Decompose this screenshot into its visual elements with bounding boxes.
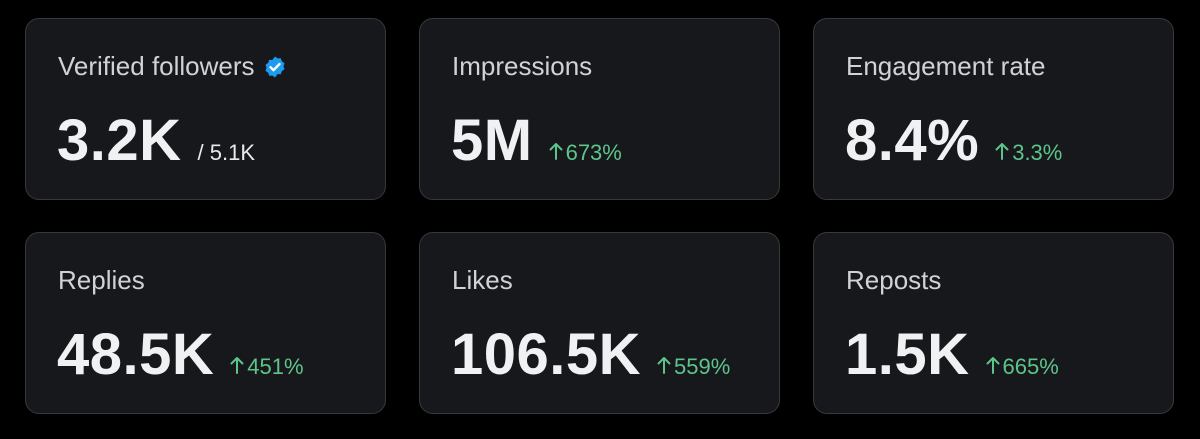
stat-row: 5M 673%: [451, 107, 622, 174]
stat-label-row: Replies: [58, 265, 145, 296]
stat-change: 559%: [657, 354, 730, 380]
up-arrow: [995, 143, 1009, 160]
stat-value: 3.2K: [57, 108, 182, 173]
stat-label: Impressions: [452, 51, 593, 81]
stat-row: 1.5K 665%: [845, 321, 1059, 388]
stat-label: Replies: [58, 265, 145, 295]
stat-value: 106.5K: [451, 322, 642, 387]
stat-label-row: Impressions: [452, 51, 592, 82]
change-text: 3.3%: [1012, 140, 1063, 165]
stat-label-row: Engagement rate: [846, 51, 1045, 82]
up-arrow: [549, 143, 563, 160]
stat-total: / 5.1K: [197, 140, 255, 165]
stat-change: 451%: [230, 354, 304, 380]
stat-card: Reposts 1.5K 665%: [813, 232, 1174, 414]
stat-label-row: Reposts: [846, 265, 941, 296]
stat-change: 673%: [549, 140, 622, 166]
up-arrow: [657, 357, 671, 374]
change-text: 559%: [674, 354, 731, 379]
stat-card: Verified followers 3.2K / 5.1K: [25, 18, 386, 200]
stat-label: Likes: [452, 265, 513, 295]
stat-label-row: Verified followers: [58, 51, 287, 82]
change-text: 673%: [565, 140, 622, 165]
change-text: 665%: [1002, 354, 1059, 379]
stat-change: 3.3%: [995, 140, 1062, 166]
stat-row: 106.5K 559%: [451, 321, 730, 388]
stat-value: 5M: [451, 108, 533, 173]
verified-badge: [265, 56, 285, 77]
stat-label: Reposts: [846, 265, 942, 295]
stat-card: Likes 106.5K 559%: [419, 232, 780, 414]
stat-label: Engagement rate: [846, 51, 1046, 81]
stat-label-row: Likes: [452, 265, 513, 296]
stat-card: Impressions 5M 673%: [419, 18, 780, 200]
stat-value: 1.5K: [845, 322, 970, 387]
up-arrow: [230, 357, 244, 374]
stat-label: Verified followers: [58, 51, 255, 81]
stat-row: 48.5K 451%: [57, 321, 304, 388]
stat-row: 8.4% 3.3%: [845, 107, 1062, 174]
change-text: 451%: [247, 354, 304, 379]
stat-row: 3.2K / 5.1K: [57, 107, 255, 174]
stat-value: 48.5K: [57, 322, 215, 387]
stat-card: Engagement rate 8.4% 3.3%: [813, 18, 1174, 200]
stat-card: Replies 48.5K 451%: [25, 232, 386, 414]
stat-value: 8.4%: [845, 108, 980, 173]
stat-change: 665%: [986, 354, 1059, 380]
up-arrow: [986, 357, 1000, 374]
